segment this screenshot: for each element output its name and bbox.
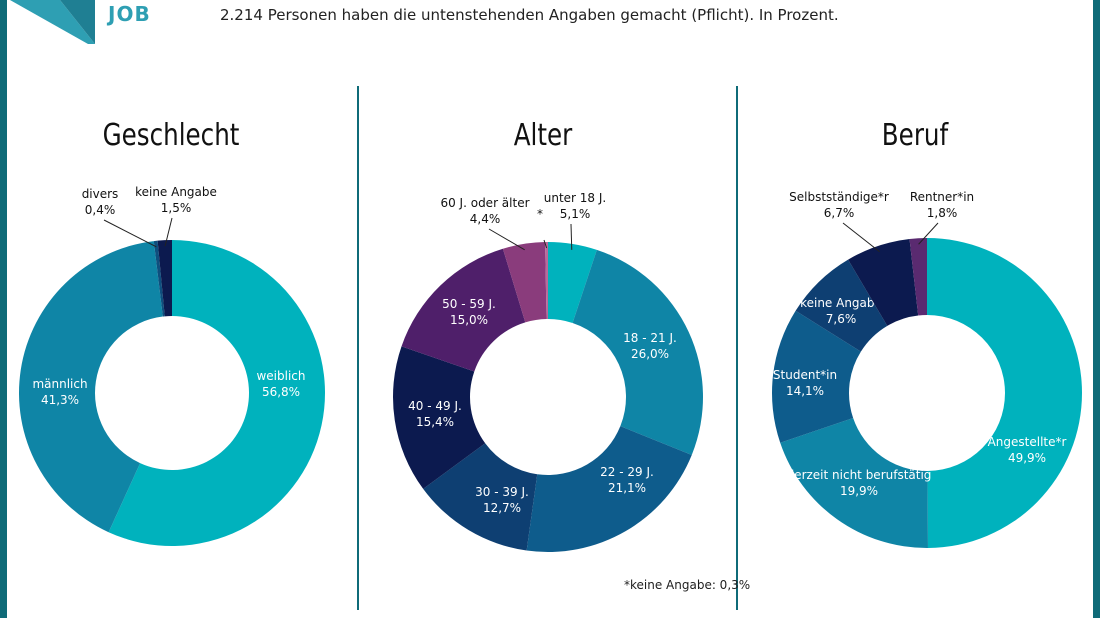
logo-text: JOB [108, 2, 151, 26]
leader-line-1-7 [543, 239, 548, 249]
footnote: *keine Angabe: 0,3% [624, 578, 751, 592]
slice-label-2-2: Student*in [773, 368, 837, 382]
slice-label-0-3: keine Angabe [135, 185, 217, 199]
slice-value-2-4: 6,7% [824, 206, 855, 220]
slice-value-1-6: 4,4% [470, 212, 501, 226]
slice-value-1-5: 15,0% [450, 313, 488, 327]
slice-label-2-1: derzeit nicht berufstätig [787, 468, 932, 482]
slice-value-0-0: 56,8% [262, 385, 300, 399]
leader-line-0-2 [103, 219, 157, 248]
chart-title-alter: Alter [513, 118, 573, 153]
slice-label-1-1: 18 - 21 J. [623, 331, 677, 345]
slice-value-2-1: 19,9% [840, 484, 878, 498]
slice-2-3 [795, 259, 888, 352]
slice-1-5 [401, 248, 526, 372]
slice-value-0-1: 41,3% [41, 393, 79, 407]
slice-value-2-5: 1,8% [927, 206, 958, 220]
slice-1-2 [526, 426, 692, 552]
slice-label-1-4: 40 - 49 J. [408, 399, 462, 413]
slice-label-0-2: divers [82, 187, 119, 201]
logo-mark-icon [10, 0, 95, 44]
header-note: 2.214 Personen haben die untenstehenden … [220, 6, 839, 24]
column-divider-2 [736, 86, 738, 610]
slice-label-1-5: 50 - 59 J. [442, 297, 496, 311]
leader-line-1-6 [488, 228, 525, 251]
slice-1-4 [393, 346, 486, 489]
slice-label-2-0: Angestellte*r [988, 435, 1067, 449]
slice-0-1 [18, 241, 163, 533]
leader-line-2-5 [918, 222, 939, 245]
slice-label-2-5: Rentner*in [910, 190, 974, 204]
slice-label-2-4: Selbstständige*r [789, 190, 889, 204]
leader-line-0-3 [164, 217, 173, 247]
slice-label-1-3: 30 - 39 J. [475, 485, 529, 499]
slice-value-1-3: 12,7% [483, 501, 521, 515]
column-divider-1 [357, 86, 359, 610]
slice-2-2 [772, 310, 861, 443]
slice-value-1-1: 26,0% [631, 347, 669, 361]
slice-0-2 [153, 240, 165, 317]
slice-2-4 [848, 238, 919, 326]
slice-value-1-0: 5,1% [560, 207, 591, 221]
slice-label-1-2: 22 - 29 J. [600, 465, 654, 479]
slice-value-2-0: 49,9% [1008, 451, 1046, 465]
slice-value-2-3: 7,6% [826, 312, 857, 326]
chart-title-geschlecht: Geschlecht [102, 118, 240, 153]
slice-value-0-3: 1,5% [161, 201, 192, 215]
slice-1-6 [502, 242, 547, 323]
slice-1-1 [572, 249, 703, 455]
slice-2-0 [927, 238, 1082, 548]
left-frame-bar [0, 0, 7, 618]
slice-label-0-0: weiblich [256, 369, 305, 383]
slice-value-2-2: 14,1% [786, 384, 824, 398]
slice-value-0-2: 0,4% [85, 203, 116, 217]
slice-0-3 [157, 240, 172, 317]
chart-title-beruf: Beruf [881, 118, 949, 153]
slice-0-0 [108, 240, 325, 546]
slice-label-0-1: männlich [32, 377, 87, 391]
slice-value-1-2: 21,1% [608, 481, 646, 495]
right-frame-bar [1093, 0, 1100, 618]
slice-1-3 [423, 443, 538, 551]
slice-value-1-4: 15,4% [416, 415, 454, 429]
slice-2-5 [909, 238, 927, 316]
slice-label-1-0: unter 18 J. [544, 191, 606, 205]
leader-line-2-4 [842, 222, 880, 253]
slice-label-2-3: keine Angabe [800, 296, 882, 310]
slice-1-0 [548, 242, 597, 323]
slice-label-1-6: 60 J. oder älter [440, 196, 529, 210]
slice-label-1-7: * [537, 207, 543, 221]
logo: JOB [0, 0, 180, 48]
leader-line-1-0 [570, 223, 573, 250]
slice-1-7 [545, 242, 548, 320]
slice-2-1 [780, 418, 928, 548]
